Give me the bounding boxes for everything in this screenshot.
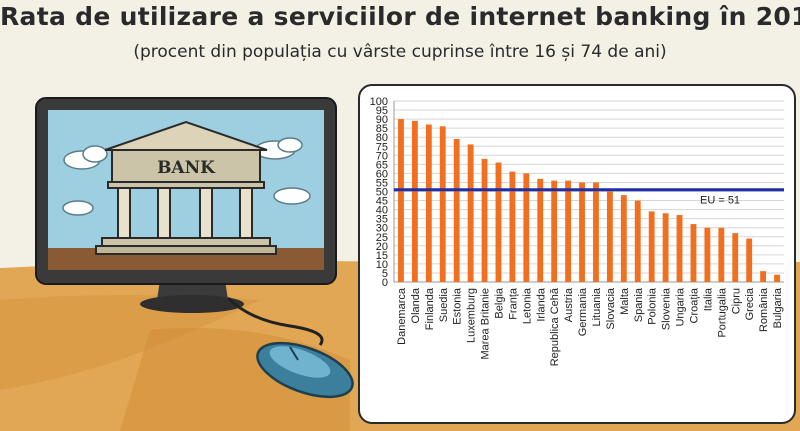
y-tick-label: 5 (382, 268, 388, 280)
x-category-label: Irlanda (535, 287, 547, 322)
bars (398, 119, 780, 282)
x-category-label: Estonia (452, 287, 464, 325)
x-category-label: Germania (577, 287, 589, 336)
bar (425, 124, 432, 282)
y-tick-label: 55 (376, 177, 388, 189)
bar (718, 227, 725, 282)
bank-building-icon: BANK (95, 120, 277, 255)
x-category-label: Suedia (438, 287, 450, 322)
y-tick-label: 80 (376, 132, 388, 144)
x-category-label: Lituania (591, 287, 603, 326)
bar (634, 200, 641, 282)
y-tick-label: 100 (370, 96, 388, 108)
bar (620, 195, 627, 282)
x-category-label: Bulgaria (772, 287, 784, 328)
eu-average-label: EU = 51 (700, 195, 740, 207)
y-tick-label: 60 (376, 168, 388, 180)
chart-title: Rata de utilizare a serviciilor de inter… (0, 2, 800, 31)
reference-line: EU = 51 (394, 188, 784, 207)
x-category-label: Spania (633, 287, 645, 322)
y-tick-label: 15 (376, 250, 388, 262)
x-category-label: Olanda (410, 287, 422, 323)
x-category-label: Grecia (744, 287, 756, 320)
grid (393, 100, 784, 283)
x-category-label: Marea Britanie (480, 288, 492, 360)
y-tick-label: 90 (376, 114, 388, 126)
x-category-label: România (758, 287, 770, 332)
x-category-label: Luxemburg (466, 288, 478, 343)
bar (648, 211, 655, 282)
mouse-cable (226, 296, 324, 346)
bar (509, 171, 516, 282)
x-category-label: Austria (563, 287, 575, 322)
x-category-label: Polonia (647, 287, 659, 325)
x-category-label: Portugalia (716, 287, 728, 337)
bar (495, 162, 502, 282)
y-tick-label: 75 (376, 141, 388, 153)
x-category-label: Danemarca (396, 287, 408, 345)
x-category-label: Malta (619, 287, 631, 315)
x-category-label: Letonia (521, 287, 533, 324)
y-axis-ticks: 0510152025303540455055606570758085909510… (370, 96, 388, 289)
y-tick-label: 0 (382, 277, 388, 289)
bar (523, 173, 530, 282)
y-tick-label: 70 (376, 150, 388, 162)
bar (411, 120, 418, 282)
bank-sign: BANK (157, 158, 216, 178)
y-tick-label: 20 (376, 241, 388, 253)
y-tick-label: 50 (376, 187, 388, 199)
bar (732, 233, 739, 282)
bar (606, 191, 613, 282)
y-tick-label: 25 (376, 232, 388, 244)
bar (676, 215, 683, 282)
y-tick-label: 95 (376, 105, 388, 117)
x-category-label: Croația (688, 287, 700, 323)
x-category-label: Slovenia (661, 287, 673, 330)
x-category-label: Slovacia (605, 287, 617, 329)
bar (746, 238, 753, 282)
y-tick-label: 10 (376, 259, 388, 271)
x-category-label: Republica Cehă (549, 287, 561, 366)
bar (662, 213, 669, 282)
mouse-icon (256, 341, 354, 399)
y-tick-label: 85 (376, 123, 388, 135)
cloud-icon (62, 137, 311, 216)
bar (690, 224, 697, 282)
bar (760, 271, 767, 282)
chart-subtitle: (procent din populația cu vârste cuprins… (133, 42, 667, 62)
y-tick-label: 65 (376, 159, 388, 171)
category-labels: Danemarca Olanda Finlanda Suedia Estonia Luxe… (396, 287, 784, 366)
bar (398, 119, 404, 282)
bar (439, 126, 446, 282)
bar (481, 158, 488, 282)
y-tick-label: 35 (376, 214, 388, 226)
bar (537, 178, 544, 282)
x-category-label: Ungaria (675, 287, 687, 326)
x-category-label: Cipru (730, 288, 742, 314)
bar (704, 227, 711, 282)
bar (579, 182, 585, 282)
y-tick-label: 40 (376, 205, 388, 217)
y-tick-label: 30 (376, 223, 388, 235)
x-category-label: Belgia (493, 287, 505, 318)
bar (467, 144, 474, 282)
x-category-label: Franța (507, 287, 519, 320)
bar (453, 139, 460, 282)
bar (774, 274, 780, 282)
x-category-label: Italia (702, 287, 714, 311)
x-category-label: Finlanda (424, 287, 436, 330)
bar-chart: 0510152025303540455055606570758085909510… (370, 96, 784, 366)
bar (565, 180, 572, 282)
y-tick-label: 45 (376, 196, 388, 208)
bar (593, 182, 599, 282)
bar (551, 180, 558, 282)
